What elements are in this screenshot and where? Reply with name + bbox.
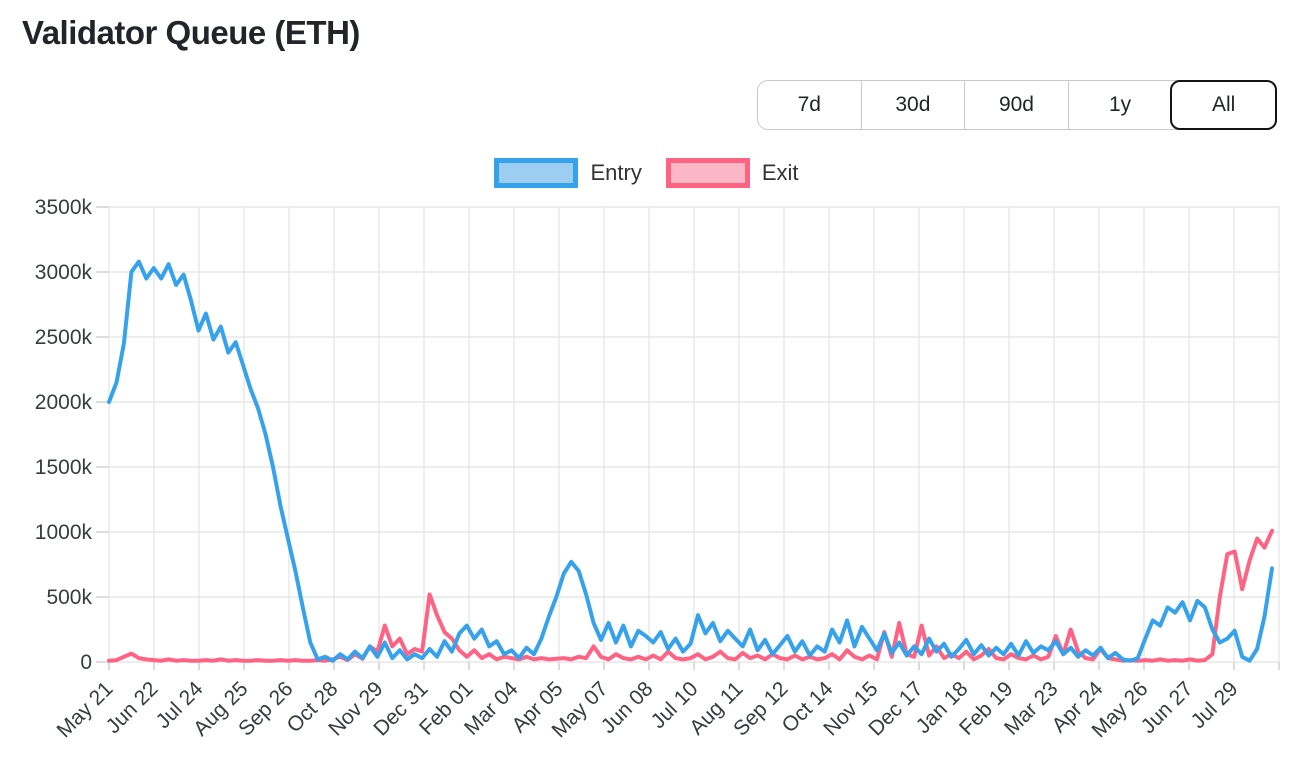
x-axis-label: May 21 (53, 677, 118, 742)
x-axis-label: Jul 29 (1187, 677, 1243, 733)
x-axis-label: Jun 08 (597, 677, 658, 738)
range-button-all[interactable]: All (1170, 80, 1277, 130)
range-button-7d[interactable]: 7d (758, 81, 861, 129)
y-axis-label: 3500k (35, 196, 93, 219)
legend-item-exit[interactable]: Exit (665, 158, 799, 188)
legend-label-exit: Exit (761, 160, 799, 185)
x-axis-label: Jun 22 (102, 677, 163, 738)
y-axis-label: 0 (80, 651, 92, 674)
series-line-exit (107, 528, 1274, 663)
y-axis-label: 1000k (35, 521, 93, 544)
exit-swatch-icon (665, 158, 750, 188)
legend-item-entry[interactable]: Entry (494, 158, 642, 188)
series-line-entry (107, 259, 1274, 663)
range-button-30d[interactable]: 30d (860, 81, 965, 129)
y-axis-label: 2500k (35, 326, 93, 349)
range-button-1y[interactable]: 1y (1067, 81, 1172, 129)
y-axis-label: 3000k (35, 261, 93, 284)
page-title: Validator Queue (ETH) (22, 14, 360, 51)
chart-legend: Entry Exit (0, 158, 1293, 188)
validator-queue-chart[interactable]: 0 500k 1000k 1500k 2000k 2500k 3000k 3500k May 2… (0, 195, 1293, 780)
x-axis-label: Jun 27 (1137, 677, 1198, 738)
y-axis-label: 500k (46, 586, 92, 609)
entry-swatch-icon (494, 158, 579, 188)
range-button-90d[interactable]: 90d (964, 81, 1068, 129)
legend-label-entry: Entry (590, 160, 642, 185)
y-axis-label: 1500k (35, 456, 93, 479)
time-range-selector: 7d 30d 90d 1y All (757, 80, 1277, 130)
y-axis-label: 2000k (35, 391, 93, 414)
